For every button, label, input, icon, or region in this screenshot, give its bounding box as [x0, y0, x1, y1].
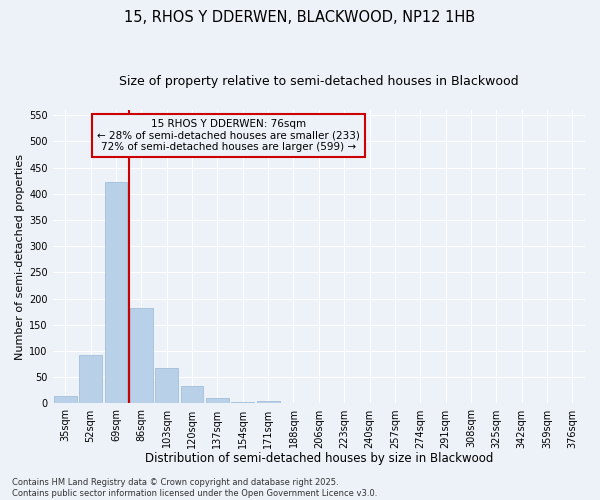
Bar — [155, 368, 178, 404]
Bar — [104, 182, 127, 404]
X-axis label: Distribution of semi-detached houses by size in Blackwood: Distribution of semi-detached houses by … — [145, 452, 493, 465]
Bar — [130, 308, 153, 404]
Bar — [257, 401, 280, 404]
Text: Contains HM Land Registry data © Crown copyright and database right 2025.
Contai: Contains HM Land Registry data © Crown c… — [12, 478, 377, 498]
Y-axis label: Number of semi-detached properties: Number of semi-detached properties — [15, 154, 25, 360]
Bar — [460, 403, 482, 404]
Text: 15 RHOS Y DDERWEN: 76sqm
← 28% of semi-detached houses are smaller (233)
72% of : 15 RHOS Y DDERWEN: 76sqm ← 28% of semi-d… — [97, 119, 360, 152]
Bar — [181, 386, 203, 404]
Text: 15, RHOS Y DDERWEN, BLACKWOOD, NP12 1HB: 15, RHOS Y DDERWEN, BLACKWOOD, NP12 1HB — [124, 10, 476, 25]
Bar — [54, 396, 77, 404]
Title: Size of property relative to semi-detached houses in Blackwood: Size of property relative to semi-detach… — [119, 75, 518, 88]
Bar — [206, 398, 229, 404]
Bar — [79, 356, 102, 404]
Bar — [232, 402, 254, 404]
Bar — [561, 403, 584, 404]
